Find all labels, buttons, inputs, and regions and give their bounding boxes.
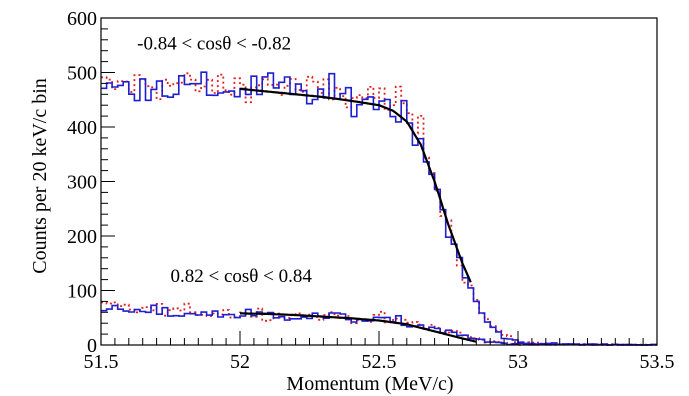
x-tick-label: 52: [230, 351, 250, 373]
axes: 51.5 52 52.5 53 53.5 0 100 200 300 400 500 600: [67, 8, 675, 373]
annotation-forward-cos-range: 0.82 < cosθ < 0.84: [171, 266, 313, 287]
x-axis-label: Momentum (MeV/c): [286, 373, 453, 395]
plot-frame: [100, 17, 658, 346]
y-tick-label: 200: [67, 226, 97, 248]
y-tick-label: 0: [87, 335, 97, 357]
x-tick-label: 52.5: [362, 351, 397, 373]
y-tick-label: 500: [67, 63, 97, 85]
x-tick-label: 53.5: [640, 351, 675, 373]
y-tick-label: 600: [67, 8, 97, 30]
y-tick-label: 300: [67, 172, 97, 194]
fit-curve-backward: [239, 87, 472, 283]
plot-area: [101, 71, 657, 346]
x-tick-label: 53: [508, 351, 528, 373]
y-tick-label: 400: [67, 117, 97, 139]
fit-curve-forward: [240, 312, 477, 343]
annotation-backward-cos-range: -0.84 < cosθ < -0.82: [137, 34, 291, 55]
y-axis-label: Counts per 20 keV/c bin: [29, 78, 51, 274]
y-tick-label: 100: [67, 281, 97, 303]
x-tick-label: 51.5: [84, 351, 119, 373]
